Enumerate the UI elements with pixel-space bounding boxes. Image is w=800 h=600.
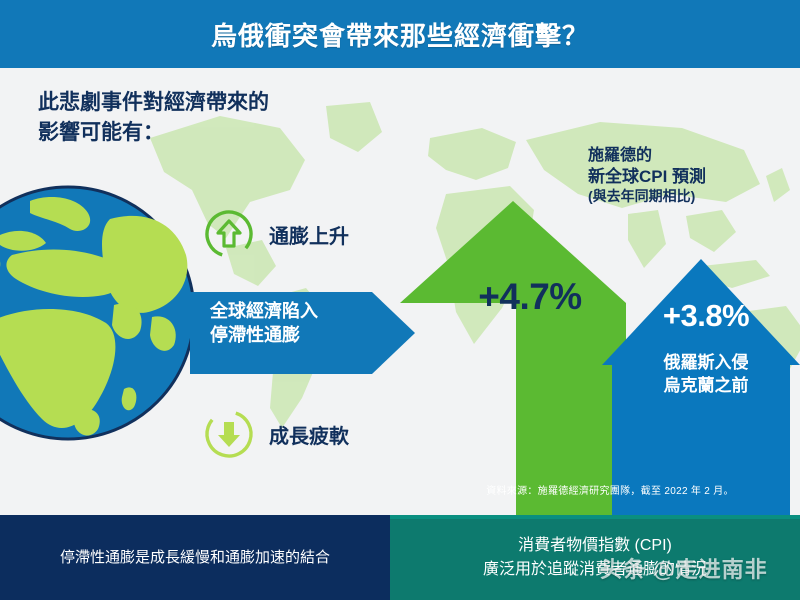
bar-green xyxy=(400,201,626,515)
stagflation-banner-arrow xyxy=(190,292,415,374)
blue-note-line-1: 俄羅斯入侵 xyxy=(663,353,749,372)
title-banner xyxy=(0,0,800,68)
callout-line-1: 施羅德的 xyxy=(588,147,653,164)
stagflation-line-1: 全球經濟陷入 xyxy=(210,301,318,321)
footer-right-line-1: 消費者物價指數 (CPI) xyxy=(518,536,672,554)
footer-right-line-2: 廣泛用於追蹤消費者通膨的情況 xyxy=(482,560,707,578)
blue-note-line-2: 烏克蘭之前 xyxy=(663,375,749,395)
bullet-weak-growth: 成長疲軟 xyxy=(203,408,349,460)
callout-line-3: (與去年同期相比) xyxy=(588,188,696,205)
footer-cpi-definition: 消費者物價指數 (CPI) 廣泛用於追蹤消費者通膨的情況 xyxy=(390,515,800,600)
cpi-arrow-chart xyxy=(390,195,800,515)
globe-icon xyxy=(0,183,198,443)
bar-blue xyxy=(602,259,800,515)
stagflation-banner-text: 全球經濟陷入 停滯性通膨 xyxy=(210,300,370,348)
footer-stagflation-definition: 停滯性通膨是成長緩慢和通膨加速的結合 xyxy=(0,515,390,600)
circle-arrow-down-icon xyxy=(203,408,255,460)
footer-right-text: 消費者物價指數 (CPI) 廣泛用於追蹤消費者通膨的情況 xyxy=(483,534,707,582)
subtitle-line-1: 此悲劇事件對經濟帶來的 xyxy=(38,91,269,114)
subtitle-block: 此悲劇事件對經濟帶來的 影響可能有： xyxy=(38,88,438,149)
cpi-forecast-callout: 施羅德的 新全球CPI 預測 (與去年同期相比) xyxy=(588,146,800,206)
bullet-inflation-up: 通膨上升 xyxy=(203,208,349,260)
footer-accent-strip xyxy=(390,515,800,519)
bullet-label-inflation-up: 通膨上升 xyxy=(269,225,349,248)
callout-line-2: 新全球CPI 預測 xyxy=(588,167,707,187)
value-label-green: +4.7% xyxy=(478,276,582,317)
page-title: 烏俄衝突會帶來那些經濟衝擊？ xyxy=(210,20,589,51)
subtitle-line-2: 影響可能有： xyxy=(38,121,164,145)
blue-arrow-note: 俄羅斯入侵 烏克蘭之前 xyxy=(622,352,790,398)
watermark: 头条 @走进南非 xyxy=(600,557,768,582)
circle-arrow-up-icon xyxy=(203,208,255,260)
footer-left-text: 停滯性通膨是成長緩慢和通膨加速的結合 xyxy=(59,549,330,566)
source-note: 資料來源：施羅德經濟研究團隊，截至 2022 年 2 月。 xyxy=(486,486,734,497)
value-label-blue: +3.8% xyxy=(662,298,750,333)
stagflation-line-2: 停滯性通膨 xyxy=(210,324,300,345)
bullet-label-weak-growth: 成長疲軟 xyxy=(269,425,349,448)
